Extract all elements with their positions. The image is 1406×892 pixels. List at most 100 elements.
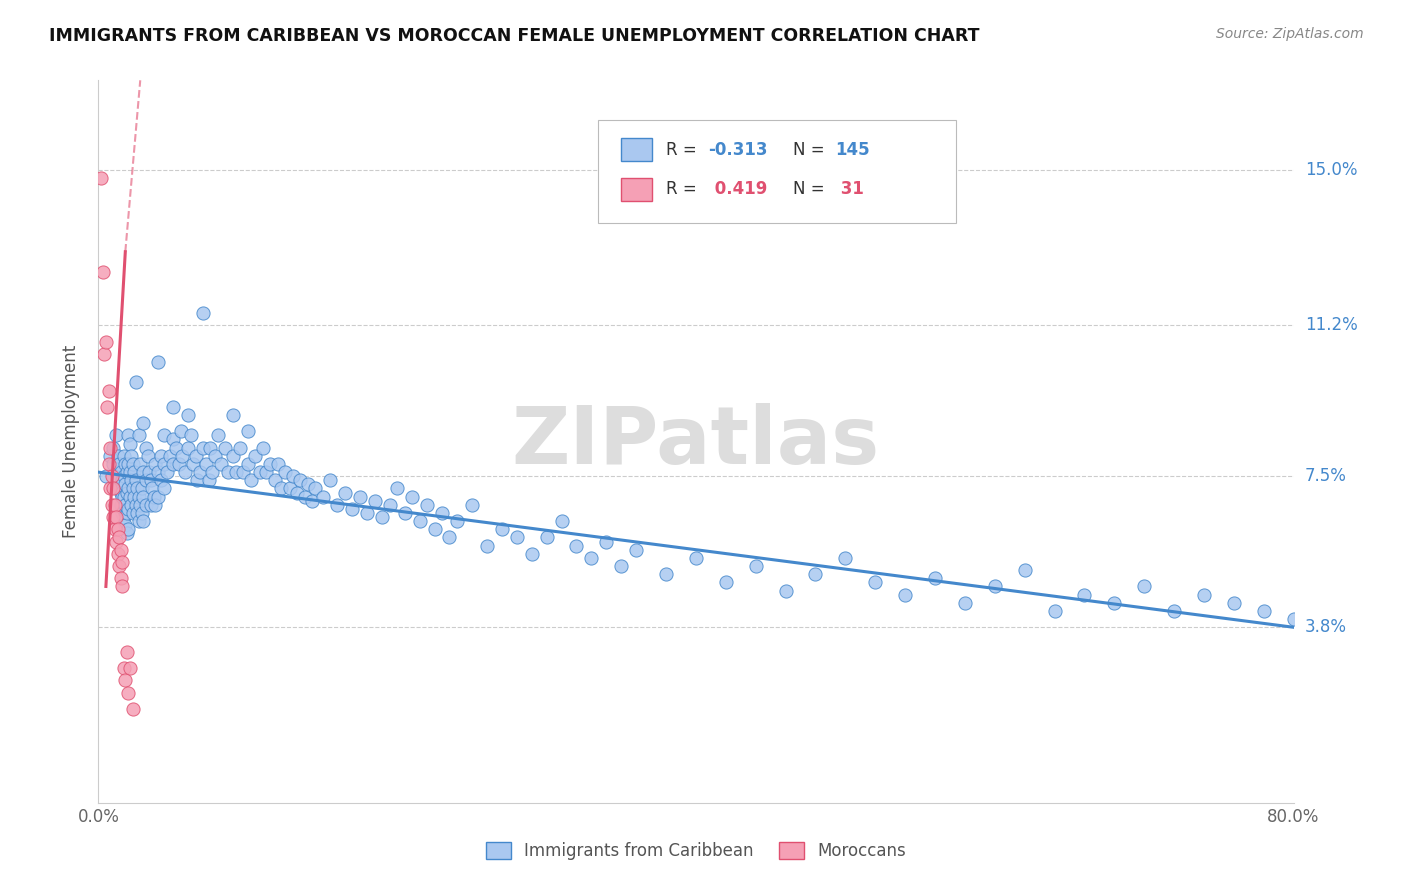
Point bbox=[120, 473, 142, 487]
Point bbox=[91, 265, 114, 279]
Point bbox=[408, 514, 430, 528]
Point bbox=[135, 441, 157, 455]
Point bbox=[111, 579, 134, 593]
Point bbox=[117, 482, 139, 496]
Point bbox=[108, 531, 131, 545]
Point bbox=[595, 534, 617, 549]
Text: 7.5%: 7.5% bbox=[1305, 467, 1347, 485]
Point bbox=[97, 384, 120, 398]
Point bbox=[117, 457, 139, 471]
Point bbox=[121, 506, 143, 520]
Point bbox=[177, 408, 200, 422]
Text: 11.2%: 11.2% bbox=[1305, 316, 1357, 334]
Point bbox=[430, 506, 453, 520]
Point bbox=[118, 465, 141, 479]
Point bbox=[1104, 596, 1126, 610]
Point bbox=[114, 673, 136, 688]
Point bbox=[139, 473, 162, 487]
Point bbox=[222, 408, 245, 422]
Point bbox=[267, 457, 290, 471]
Point bbox=[103, 441, 125, 455]
Point bbox=[167, 457, 190, 471]
Point bbox=[115, 506, 138, 520]
Point bbox=[236, 457, 259, 471]
Point bbox=[138, 465, 160, 479]
Point bbox=[245, 449, 267, 463]
Point bbox=[984, 579, 1007, 593]
Point bbox=[120, 449, 142, 463]
Point bbox=[128, 428, 150, 442]
Point bbox=[108, 559, 131, 574]
Point bbox=[1282, 612, 1305, 626]
Point bbox=[169, 425, 191, 439]
Point bbox=[865, 575, 887, 590]
Point bbox=[491, 522, 513, 536]
Point bbox=[90, 171, 112, 186]
Point bbox=[924, 571, 946, 585]
Point bbox=[153, 482, 176, 496]
Point bbox=[191, 441, 214, 455]
Point bbox=[198, 473, 221, 487]
Point bbox=[304, 482, 326, 496]
Point bbox=[326, 498, 349, 512]
Point bbox=[103, 482, 125, 496]
Point bbox=[121, 482, 143, 496]
Point bbox=[416, 498, 439, 512]
Point bbox=[143, 457, 166, 471]
Point bbox=[371, 510, 394, 524]
Point bbox=[107, 473, 129, 487]
Point bbox=[105, 510, 128, 524]
Point bbox=[111, 473, 134, 487]
Point bbox=[114, 477, 136, 491]
Point bbox=[953, 596, 976, 610]
Point bbox=[117, 428, 139, 442]
Point bbox=[165, 441, 187, 455]
Point bbox=[1223, 596, 1246, 610]
Point bbox=[297, 477, 319, 491]
Point bbox=[107, 547, 129, 561]
Point bbox=[118, 661, 141, 675]
Point bbox=[207, 428, 229, 442]
Point bbox=[565, 539, 588, 553]
Point bbox=[125, 473, 148, 487]
Text: 31: 31 bbox=[835, 180, 865, 198]
Point bbox=[184, 449, 207, 463]
Point bbox=[110, 465, 132, 479]
Point bbox=[201, 465, 224, 479]
Point bbox=[311, 490, 333, 504]
Point bbox=[342, 502, 364, 516]
Point bbox=[423, 522, 446, 536]
Point bbox=[129, 498, 152, 512]
Point bbox=[139, 498, 162, 512]
Point bbox=[319, 473, 342, 487]
Point bbox=[156, 465, 179, 479]
Point bbox=[229, 441, 252, 455]
Point bbox=[356, 506, 378, 520]
Point bbox=[834, 550, 856, 565]
Point bbox=[333, 485, 356, 500]
Point bbox=[118, 436, 141, 450]
Point bbox=[191, 306, 214, 320]
Point bbox=[200, 441, 222, 455]
Point bbox=[225, 465, 247, 479]
Point bbox=[107, 522, 129, 536]
Point bbox=[115, 485, 138, 500]
Point bbox=[177, 441, 200, 455]
Point bbox=[294, 490, 316, 504]
Point bbox=[101, 498, 124, 512]
Point bbox=[114, 498, 136, 512]
Point bbox=[172, 449, 194, 463]
Point bbox=[222, 449, 245, 463]
Point bbox=[128, 514, 150, 528]
Point bbox=[94, 334, 117, 349]
Point bbox=[1014, 563, 1036, 577]
Text: N =: N = bbox=[793, 141, 830, 159]
Point bbox=[131, 482, 153, 496]
Y-axis label: Female Unemployment: Female Unemployment bbox=[62, 345, 80, 538]
Point bbox=[111, 506, 134, 520]
Point bbox=[127, 506, 149, 520]
Point bbox=[252, 441, 274, 455]
Point bbox=[148, 465, 170, 479]
Point bbox=[249, 465, 271, 479]
Point bbox=[135, 473, 157, 487]
